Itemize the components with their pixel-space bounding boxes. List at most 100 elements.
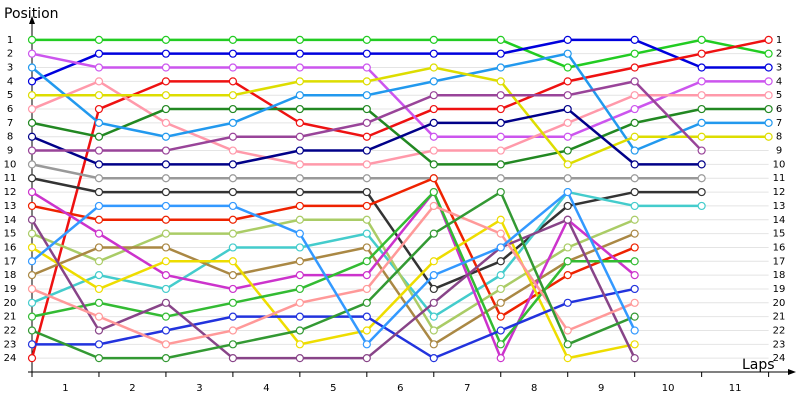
- point: [697, 63, 706, 72]
- point: [27, 340, 37, 349]
- point: [27, 174, 37, 183]
- y-tick-label-right: 9: [776, 146, 782, 157]
- y-tick-label: 18: [4, 270, 17, 281]
- point: [496, 215, 505, 224]
- point: [295, 77, 304, 86]
- point: [496, 104, 505, 114]
- y-tick-label-right: 6: [776, 104, 782, 115]
- point: [496, 326, 505, 335]
- point: [429, 201, 438, 211]
- point: [697, 187, 706, 197]
- point: [295, 201, 304, 211]
- point: [630, 271, 639, 280]
- point: [362, 118, 371, 127]
- point: [697, 77, 706, 86]
- y-tick-label-right: 14: [773, 215, 786, 226]
- point: [27, 243, 37, 252]
- y-tick-label-right: 20: [773, 298, 786, 309]
- point: [630, 187, 639, 197]
- point: [362, 201, 371, 211]
- y-tick-label-right: 22: [773, 325, 786, 336]
- y-tick-label-right: 4: [776, 76, 782, 87]
- point: [295, 132, 304, 141]
- point: [228, 49, 237, 58]
- point: [161, 91, 171, 100]
- y-tick-label: 15: [4, 229, 17, 240]
- point: [764, 104, 773, 114]
- point: [630, 77, 639, 86]
- point: [630, 118, 639, 127]
- y-tick-label-right: 24: [773, 353, 786, 364]
- y-tick-label: 10: [4, 159, 17, 170]
- y-tick-label: 14: [4, 215, 17, 226]
- point: [27, 271, 37, 280]
- point: [563, 215, 572, 224]
- point: [94, 354, 104, 363]
- point: [429, 340, 438, 349]
- point: [161, 340, 171, 349]
- point: [228, 132, 237, 141]
- point: [295, 63, 304, 72]
- point: [94, 201, 104, 211]
- y-tick-label-right: 11: [773, 173, 786, 184]
- point: [429, 229, 438, 238]
- point: [161, 215, 171, 224]
- y-tick-label: 12: [4, 187, 17, 198]
- point: [161, 312, 171, 321]
- y-tick-label-right: 18: [773, 270, 786, 281]
- point: [362, 354, 371, 363]
- point: [228, 174, 237, 183]
- y-tick-label: 6: [7, 104, 13, 115]
- point: [94, 160, 104, 169]
- point: [697, 91, 706, 100]
- point: [697, 118, 706, 127]
- point: [295, 271, 304, 280]
- point: [362, 174, 371, 183]
- point: [496, 340, 505, 349]
- point: [362, 326, 371, 335]
- point: [362, 243, 371, 252]
- point: [563, 104, 572, 114]
- point: [27, 229, 37, 238]
- point: [563, 298, 572, 307]
- point: [161, 187, 171, 197]
- point: [94, 49, 104, 58]
- point: [496, 298, 505, 307]
- y-tick-label: 7: [7, 118, 13, 129]
- point: [295, 215, 304, 224]
- point: [630, 284, 639, 294]
- point: [496, 243, 505, 252]
- point: [429, 257, 438, 266]
- point: [429, 326, 438, 335]
- series-line: [31, 38, 769, 83]
- point: [94, 312, 104, 321]
- series-line: [31, 52, 769, 138]
- point: [496, 160, 505, 169]
- point: [295, 174, 304, 183]
- point: [228, 354, 237, 363]
- point: [362, 298, 371, 307]
- point: [27, 215, 37, 224]
- point: [228, 215, 237, 224]
- point: [429, 160, 438, 169]
- point: [27, 146, 37, 155]
- point: [295, 104, 304, 114]
- point: [563, 174, 572, 183]
- point: [630, 326, 639, 335]
- y-tick-label-right: 8: [776, 132, 782, 143]
- point: [228, 35, 237, 44]
- point: [429, 118, 438, 127]
- point: [429, 104, 438, 114]
- point: [630, 201, 639, 211]
- point: [94, 340, 104, 349]
- y-tick-label-right: 10: [773, 159, 786, 170]
- y-tick-label: 24: [4, 353, 17, 364]
- point: [362, 215, 371, 224]
- point: [429, 284, 438, 294]
- point: [228, 201, 237, 211]
- point: [563, 354, 572, 363]
- point: [161, 326, 171, 335]
- y-tick-label-right: 2: [776, 49, 782, 60]
- point: [161, 160, 171, 169]
- point: [496, 77, 505, 86]
